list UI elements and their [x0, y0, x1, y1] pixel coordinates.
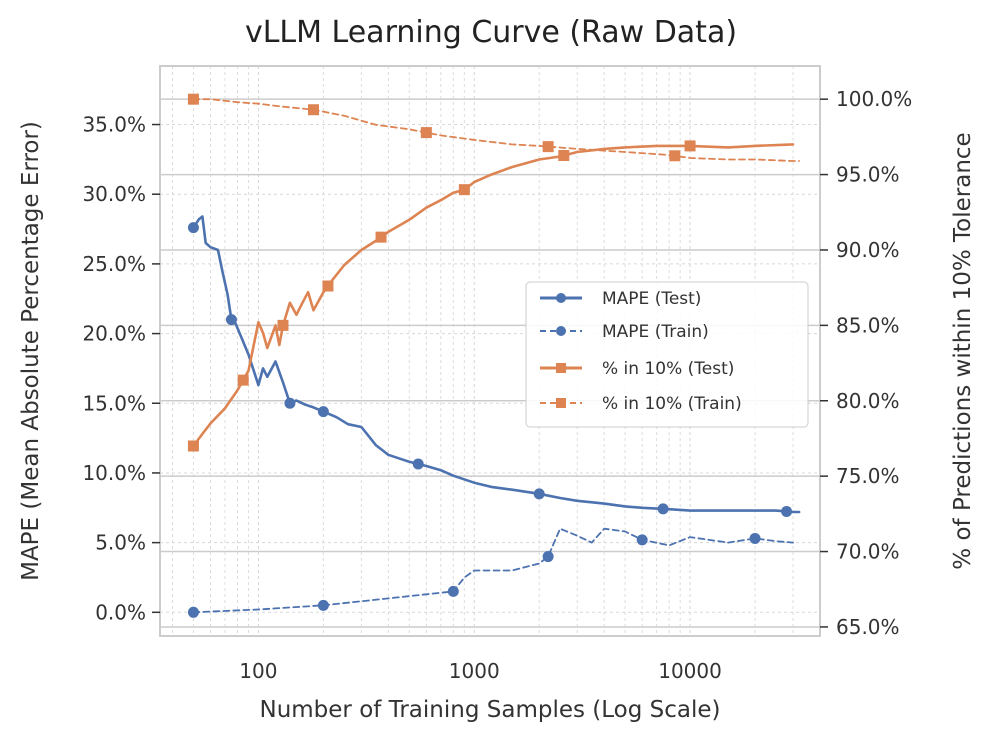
series-mape-test [187, 215, 801, 517]
data-point-mape-train [447, 585, 459, 597]
data-point-in-10-test [558, 150, 570, 162]
y2-tick-label: 90.0% [836, 238, 900, 262]
y-tick-label: 15.0% [82, 391, 146, 415]
y-tick-label: 20.0% [82, 322, 146, 346]
series-line-in-10-test [192, 143, 795, 448]
data-point-mape-test [412, 458, 424, 470]
legend-label-mape-train: MAPE (Train) [602, 322, 709, 342]
legend-marker-pct-train [556, 398, 566, 408]
data-point-in-10-test [375, 231, 387, 243]
data-point-mape-test [187, 222, 199, 234]
legend-marker-mape-train [556, 326, 566, 336]
data-point-mape-train [542, 551, 554, 563]
data-point-mape-test [284, 397, 296, 409]
legend-label-mape-test: MAPE (Test) [602, 289, 701, 309]
series-line-mape-train [192, 527, 794, 614]
plot-frame [159, 65, 821, 637]
y2-tick-label: 80.0% [836, 389, 900, 413]
legend-label-pct-train: % in 10% (Train) [602, 394, 742, 414]
x-tick-label: 100 [239, 659, 277, 683]
data-point-in-10-train [669, 150, 681, 162]
x-tick-label: 10000 [658, 659, 722, 683]
series-in-10-train [187, 93, 800, 162]
data-point-mape-test [533, 488, 545, 500]
data-point-mape-test [317, 406, 329, 418]
data-point-in-10-train [542, 141, 554, 153]
data-point-mape-test [781, 505, 793, 517]
data-point-in-10-test [458, 184, 470, 196]
x-tick-label: 1000 [449, 659, 500, 683]
y2-tick-label: 65.0% [836, 615, 900, 639]
series-layer [187, 93, 801, 618]
chart-title: vLLM Learning Curve (Raw Data) [245, 15, 737, 50]
y-tick-label: 0.0% [95, 600, 146, 624]
y2-tick-label: 95.0% [836, 163, 900, 187]
data-point-mape-train [749, 532, 761, 544]
y-tick-label: 30.0% [82, 182, 146, 206]
y-tick-label: 25.0% [82, 252, 146, 276]
data-point-mape-train [636, 534, 648, 546]
data-point-in-10-test [322, 280, 334, 292]
data-point-mape-test [225, 314, 237, 326]
x-axis-label: Number of Training Samples (Log Scale) [260, 697, 721, 723]
data-point-in-10-train [187, 93, 199, 105]
y-tick-label: 35.0% [82, 113, 146, 137]
series-line-mape-test [192, 215, 801, 514]
data-point-mape-train [317, 599, 329, 611]
data-point-in-10-train [307, 104, 319, 116]
data-point-in-10-test [237, 374, 249, 386]
series-line-in-10-train [192, 98, 800, 162]
y2-axis-label: % of Predictions within 10% Tolerance [950, 132, 976, 569]
series-in-10-test [187, 140, 795, 452]
y-tick-label: 10.0% [82, 461, 146, 485]
y2-axis-ticks: 65.0% 70.0% 75.0% 80.0% 85.0% 90.0% 95.0% 100.0… [820, 87, 912, 639]
data-point-mape-train [187, 606, 199, 618]
legend-marker-pct-test [556, 363, 566, 373]
y-tick-label: 5.0% [95, 531, 146, 555]
y2-tick-label: 70.0% [836, 540, 900, 564]
legend: MAPE (Test) MAPE (Train) % in 10% (Test)… [525, 281, 809, 428]
series-mape-train [187, 527, 794, 618]
data-point-in-10-test [187, 440, 199, 452]
data-point-mape-test [657, 503, 669, 515]
y2-tick-label: 100.0% [836, 87, 912, 111]
data-point-in-10-train [420, 127, 432, 139]
legend-box [525, 281, 809, 428]
y2-tick-label: 85.0% [836, 313, 900, 337]
legend-label-pct-test: % in 10% (Test) [602, 359, 734, 379]
x-axis-ticks: 100 1000 10000 [239, 659, 722, 683]
data-point-in-10-test [277, 319, 289, 331]
y2-tick-label: 75.0% [836, 464, 900, 488]
y-axis-ticks: 0.0% 5.0% 10.0% 15.0% 20.0% 25.0% 30.0% 35.0% [82, 113, 160, 624]
legend-marker-mape-test [556, 293, 566, 303]
y-axis-label: MAPE (Mean Absolute Percentage Error) [18, 121, 44, 581]
data-point-in-10-test [684, 140, 696, 152]
